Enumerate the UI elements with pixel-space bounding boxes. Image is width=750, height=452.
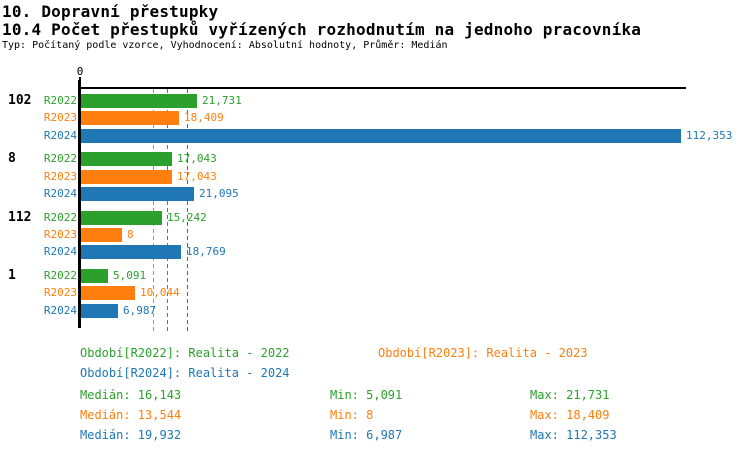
- bar-value-label: 18,409: [184, 111, 224, 124]
- median-line-r2022: [167, 89, 168, 332]
- legend-item-r2022: Období[R2022]: Realita - 2022: [80, 346, 290, 360]
- bar-value-label: 17,043: [177, 152, 217, 165]
- stat-min-r2022: Min: 5,091: [330, 388, 403, 402]
- page-title: 10. Dopravní přestupky: [2, 2, 219, 21]
- page-subtitle: 10.4 Počet přestupků vyřízených rozhodnu…: [2, 20, 642, 39]
- stat-median-r2023: Medián: 13,544: [80, 408, 182, 422]
- y-axis-line: [78, 80, 81, 328]
- bar-rect-1-r2023: [81, 286, 135, 300]
- bar-value-label: 6,987: [123, 304, 157, 317]
- bar-value-label: 21,095: [199, 187, 239, 200]
- chart-type-line: Typ: Počítaný podle vzorce, Vyhodnocení:…: [2, 40, 448, 51]
- stat-median-r2024: Medián: 19,932: [80, 428, 182, 442]
- stat-median-r2022: Medián: 16,143: [80, 388, 182, 402]
- stat-min-r2023: Min: 8: [330, 408, 374, 422]
- bar-rect-102-r2022: [81, 94, 197, 108]
- group-label-8: 8: [8, 151, 16, 166]
- stat-max-r2022: Max: 21,731: [530, 388, 610, 402]
- bar-value-label: 10,044: [140, 286, 180, 299]
- bar-value-label: 21,731: [202, 94, 242, 107]
- bar-value-label: 18,769: [186, 245, 226, 258]
- x-axis-top-line: [78, 87, 686, 89]
- bar-series-label: R2024: [43, 304, 77, 317]
- bar-series-label: R2022: [43, 94, 77, 107]
- bar-series-label: R2023: [43, 286, 77, 299]
- bar-series-label: R2022: [43, 152, 77, 165]
- bar-value-label: 5,091: [113, 269, 147, 282]
- bar-rect-8-r2023: [81, 170, 172, 184]
- bar-rect-102-r2023: [81, 111, 179, 125]
- legend-item-r2023: Období[R2023]: Realita - 2023: [378, 346, 588, 360]
- bar-rect-8-r2024: [81, 187, 194, 201]
- bar-series-label: R2024: [43, 129, 77, 142]
- bar-value-label: 8: [127, 228, 134, 241]
- bar-rect-8-r2022: [81, 152, 172, 166]
- median-line-r2024: [187, 89, 188, 332]
- bar-series-label: R2024: [43, 245, 77, 258]
- bar-value-label: 112,353: [686, 129, 733, 142]
- legend-item-r2024: Období[R2024]: Realita - 2024: [80, 366, 290, 380]
- bar-series-label: R2022: [43, 211, 77, 224]
- bar-series-label: R2023: [43, 228, 77, 241]
- bar-rect-1-r2024: [81, 304, 118, 318]
- bar-rect-1-r2022: [81, 269, 108, 283]
- bar-rect-112-r2022: [81, 211, 162, 225]
- group-label-112: 112: [8, 210, 32, 225]
- stat-min-r2024: Min: 6,987: [330, 428, 403, 442]
- bar-series-label: R2024: [43, 187, 77, 200]
- bar-value-label: 17,043: [177, 170, 217, 183]
- bar-rect-112-r2024: [81, 245, 181, 259]
- bar-series-label: R2022: [43, 269, 77, 282]
- bar-series-label: R2023: [43, 111, 77, 124]
- stat-max-r2024: Max: 112,353: [530, 428, 617, 442]
- bar-rect-112-r2023: [81, 228, 122, 242]
- axis-zero-label: 0: [76, 65, 84, 78]
- bar-rect-102-r2024: [81, 129, 681, 143]
- bar-value-label: 15,242: [167, 211, 207, 224]
- stat-max-r2023: Max: 18,409: [530, 408, 610, 422]
- group-label-102: 102: [8, 93, 32, 108]
- median-line-r2023: [153, 89, 154, 332]
- group-label-1: 1: [8, 268, 16, 283]
- bar-series-label: R2023: [43, 170, 77, 183]
